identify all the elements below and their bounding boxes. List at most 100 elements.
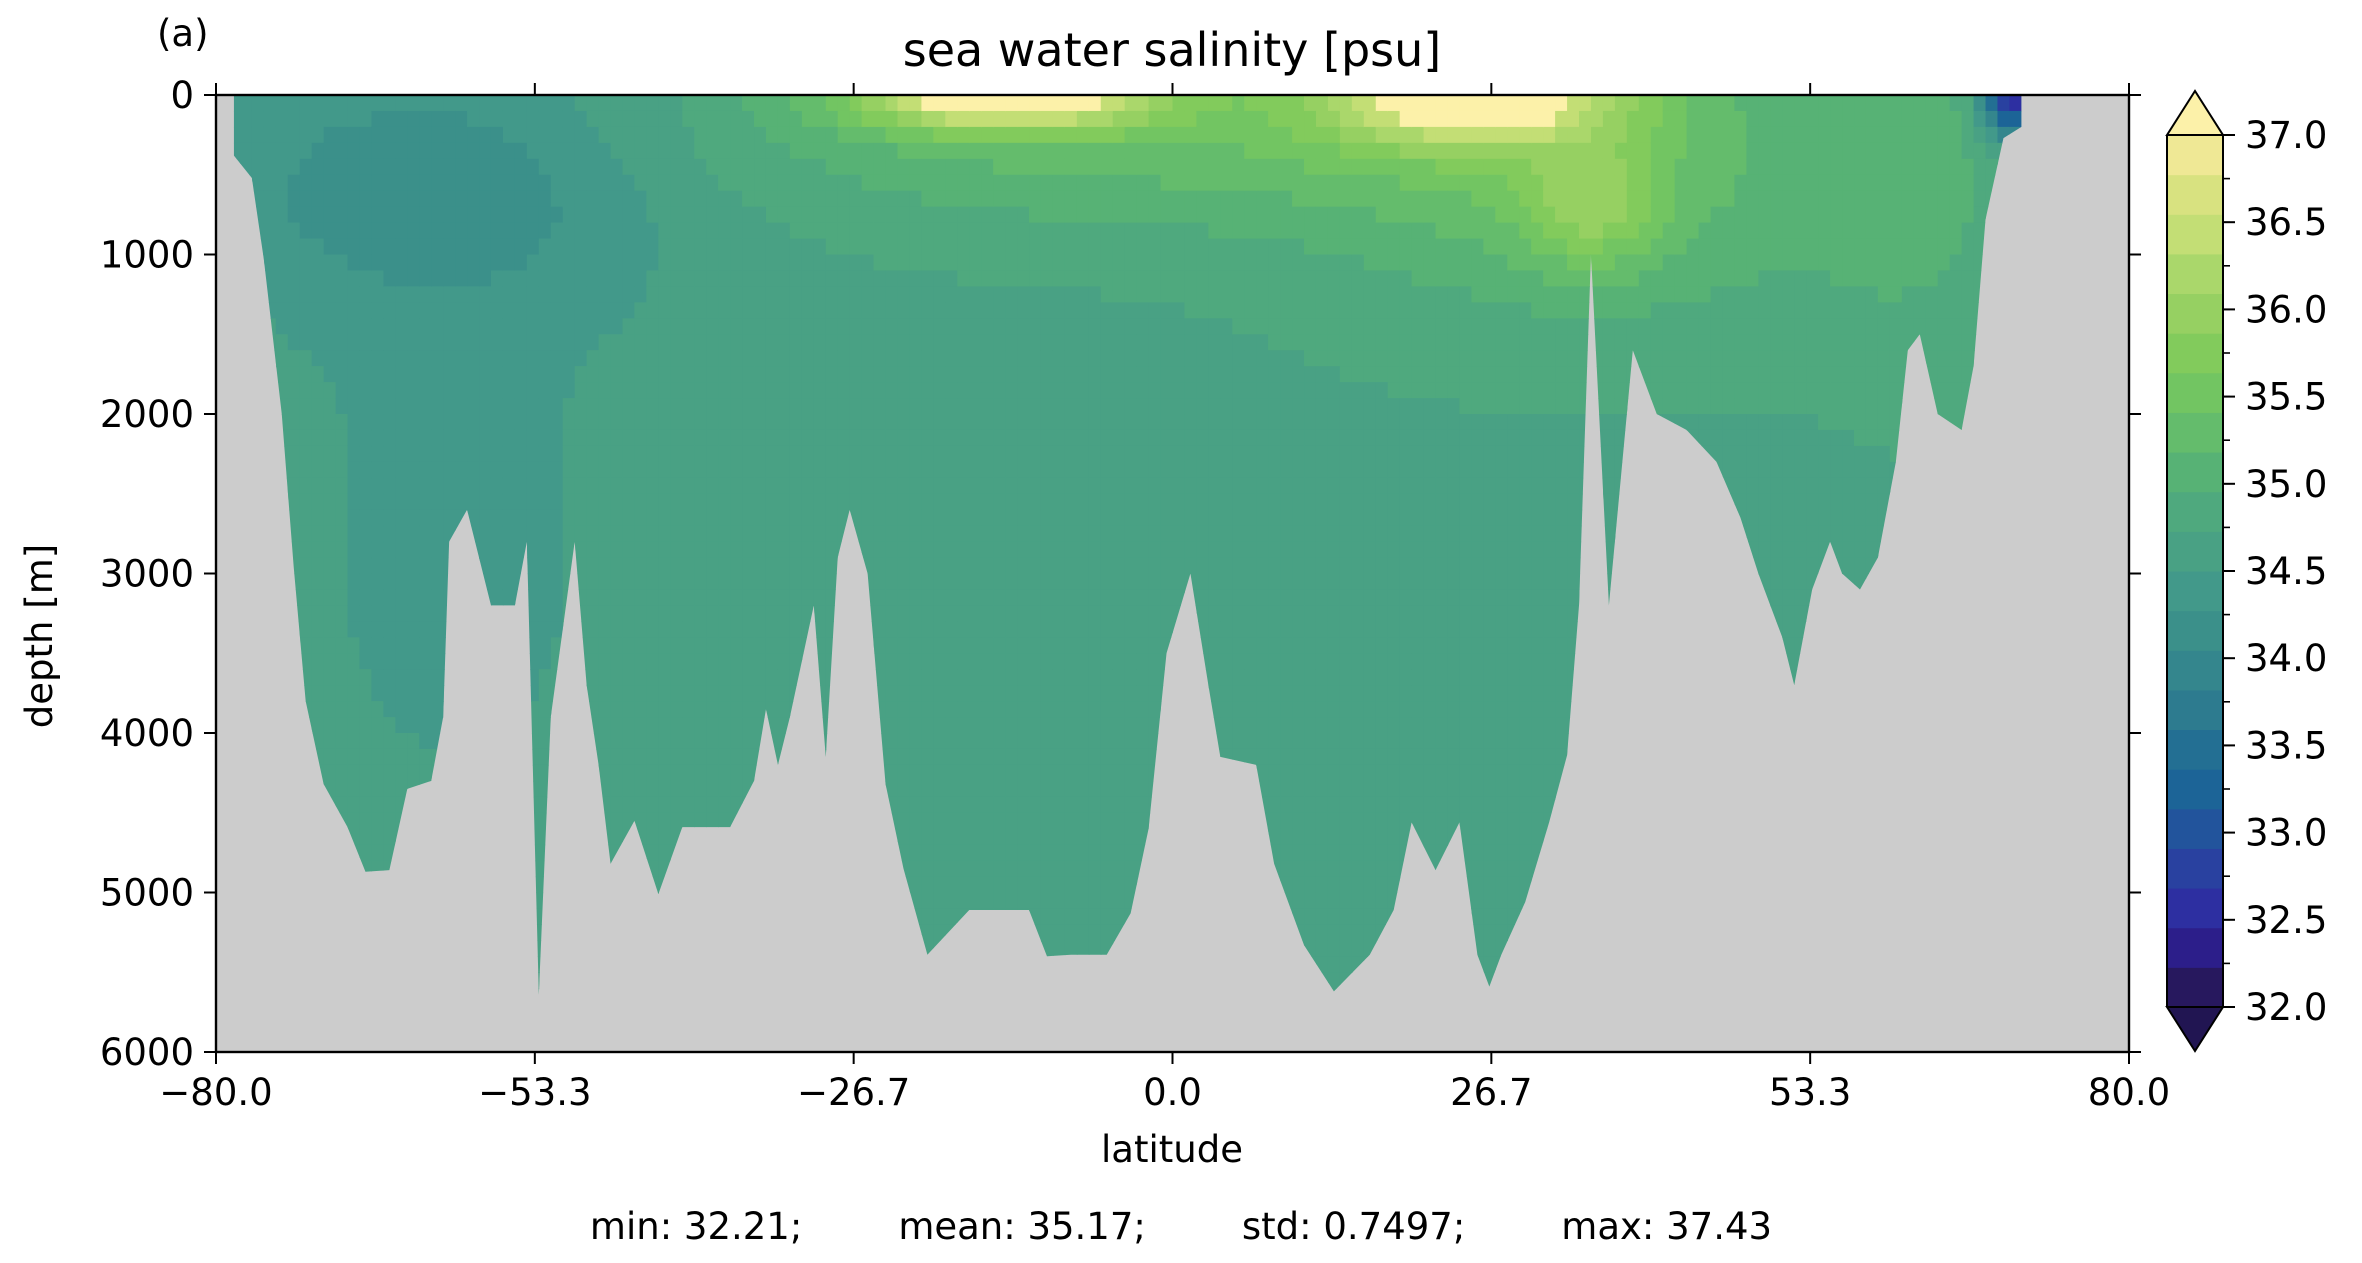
salinity-cell [479,509,492,527]
salinity-cell [813,334,827,351]
salinity-cell [909,302,923,319]
salinity-cell [993,525,1006,543]
salinity-cell [1029,334,1042,351]
salinity-cell [993,541,1006,559]
salinity-cell [1064,509,1078,527]
salinity-cell [586,190,600,208]
salinity-cell [371,701,384,718]
salinity-cell [1112,796,1126,814]
salinity-cell [359,286,373,303]
salinity-cell [861,158,875,176]
salinity-cell [359,653,373,670]
salinity-cell [610,382,624,399]
salinity-cell [921,541,934,559]
salinity-cell [1029,605,1042,622]
salinity-cell [742,110,755,128]
salinity-cell [1088,876,1102,894]
salinity-cell [789,126,803,144]
salinity-cell [837,302,851,319]
salinity-cell [945,701,958,718]
salinity-cell [371,461,384,479]
salinity-cell [1064,637,1078,654]
salinity-cell [526,429,540,447]
salinity-cell [921,398,934,415]
salinity-cell [1124,158,1138,176]
salinity-cell [909,733,923,750]
salinity-cell [957,637,970,654]
salinity-cell [562,382,576,399]
salinity-cell [861,302,875,319]
salinity-cell [981,493,994,511]
salinity-cell [1100,525,1114,543]
salinity-cell [407,653,420,670]
salinity-cell [1124,318,1138,335]
salinity-cell [933,222,946,240]
salinity-cell [742,653,755,670]
salinity-cell [383,605,396,622]
salinity-cell [1124,573,1138,591]
salinity-cell [897,717,911,734]
salinity-cell [407,334,420,351]
salinity-cell [419,350,432,367]
salinity-cell [1100,605,1114,622]
salinity-cell [610,780,624,798]
salinity-cell [562,126,576,144]
salinity-cell [921,621,934,638]
salinity-cell [610,764,624,782]
salinity-cell [658,110,671,128]
salinity-cell [1124,95,1138,112]
salinity-cell [1076,95,1090,112]
salinity-cell [562,318,576,335]
salinity-cell [777,158,791,176]
salinity-cell [921,445,934,463]
salinity-cell [335,621,349,638]
salinity-cell [479,398,492,415]
salinity-cell [981,796,994,814]
salinity-cell [921,860,934,878]
salinity-cell [335,126,349,144]
salinity-cell [347,445,361,463]
salinity-cell [1160,461,1174,479]
salinity-cell [789,589,803,606]
salinity-cell [742,541,755,559]
salinity-cell [706,286,719,303]
salinity-cell [813,605,827,622]
salinity-cell [502,525,516,543]
salinity-cell [909,414,923,431]
salinity-cell [682,525,695,543]
salinity-cell [1196,350,1209,367]
salinity-cell [1088,254,1102,272]
salinity-cell [1017,318,1030,335]
salinity-cell [777,541,791,559]
salinity-cell [1017,222,1030,240]
salinity-cell [921,844,934,862]
salinity-cell [586,126,600,144]
salinity-cell [1040,573,1054,591]
salinity-cell [275,254,289,272]
salinity-cell [765,286,779,303]
salinity-cell [777,557,791,575]
salinity-cell [1076,398,1090,415]
salinity-cell [1184,270,1198,287]
salinity-cell [993,780,1006,798]
salinity-cell [646,270,659,287]
salinity-cell [670,525,683,543]
salinity-cell [789,621,803,638]
salinity-cell [777,398,791,415]
salinity-cell [777,525,791,543]
salinity-cell [395,445,408,463]
salinity-cell [825,222,839,240]
salinity-cell [706,334,719,351]
salinity-cell [1017,350,1030,367]
salinity-cell [598,541,612,559]
salinity-cell [1064,126,1078,144]
salinity-cell [311,382,325,399]
salinity-cell [981,541,994,559]
salinity-cell [502,270,516,287]
salinity-cell [395,366,408,383]
salinity-cell [993,206,1006,224]
salinity-cell [945,796,958,814]
salinity-cell [1124,637,1138,654]
salinity-cell [969,557,982,575]
salinity-cell [969,206,982,224]
